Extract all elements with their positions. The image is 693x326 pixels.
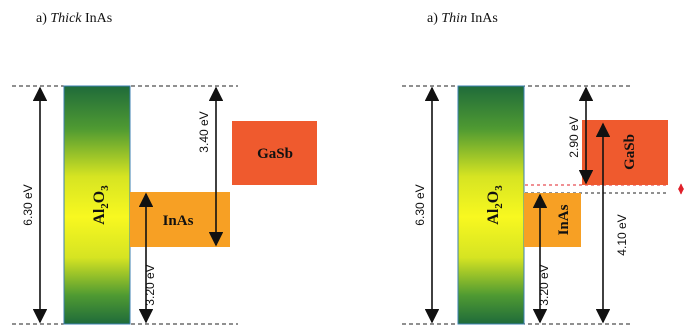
left-gasb-offset-label: 3.40 eV <box>197 111 211 152</box>
left-panel: a) Thick InAs Al2O3 InAs GaSb 6.30 eV 3.… <box>12 11 317 325</box>
left-inas-label: InAs <box>163 213 194 229</box>
right-gasb-label: GaSb <box>622 134 638 170</box>
left-panel-heading: a) Thick InAs <box>36 11 112 26</box>
right-inas-box <box>524 193 581 247</box>
right-inas-offset-label: 3.20 eV <box>537 264 551 305</box>
left-oxide-bar <box>63 85 131 325</box>
left-gasb-box <box>232 121 317 185</box>
right-total-gap-label: 6.30 eV <box>413 184 427 225</box>
right-oxide-bar <box>457 85 525 325</box>
right-panel: a) Thin InAs Al2O3 InAs GaSb 6.30 eV 3.2… <box>402 11 684 325</box>
right-oxide-label: Al2O3 <box>485 185 505 225</box>
right-panel-heading: a) Thin InAs <box>427 11 498 26</box>
right-inas-label: InAs <box>556 204 572 235</box>
left-inas-offset-label: 3.20 eV <box>143 264 157 305</box>
left-total-gap-label: 6.30 eV <box>21 184 35 225</box>
right-gasb-offset-label: 2.90 eV <box>567 116 581 157</box>
left-gasb-label: GaSb <box>257 146 293 162</box>
right-inas-to-bottom-label: 4.10 eV <box>615 214 629 255</box>
left-oxide-label: Al2O3 <box>91 185 111 225</box>
